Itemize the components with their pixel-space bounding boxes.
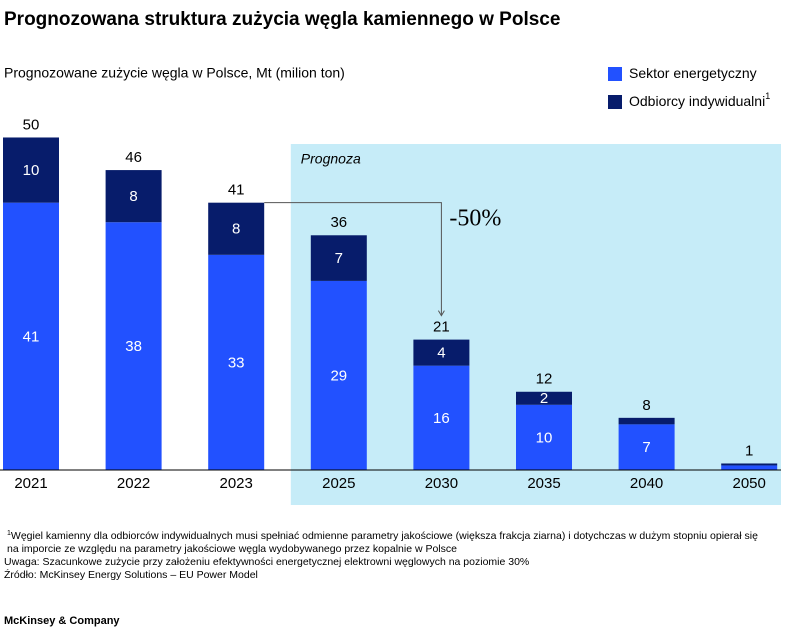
bar-segment — [208, 202, 265, 255]
total-label: 36 — [330, 214, 347, 231]
bar-segment — [721, 465, 778, 470]
bar-segment — [310, 235, 367, 281]
segment-label: 29 — [330, 367, 347, 384]
footnote: na imporcie ze względu na parametry jako… — [7, 543, 457, 555]
segment-label: 33 — [228, 354, 245, 371]
segment-label: 8 — [129, 188, 137, 205]
bar-segment — [413, 339, 470, 366]
total-label: 46 — [125, 149, 142, 166]
bar-segment — [516, 391, 572, 405]
bar-segment — [413, 365, 470, 470]
bar-segment — [618, 424, 675, 470]
legend-label: Sektor energetyczny — [629, 65, 757, 81]
bar-segment — [516, 404, 572, 470]
bar-segment — [105, 170, 162, 223]
total-label: 12 — [536, 371, 553, 388]
legend-note: 1 — [765, 91, 770, 101]
segment-label: 10 — [23, 162, 40, 179]
total-label: 41 — [228, 182, 245, 199]
brand: McKinsey & Company — [4, 615, 120, 627]
footnote: Uwaga: Szacunkowe zużycie przy założeniu… — [4, 556, 529, 568]
footnote-marker: 1 — [7, 530, 11, 537]
total-label: 50 — [23, 116, 40, 133]
footnote-text: Uwaga: Szacunkowe zużycie przy założeniu… — [4, 556, 529, 568]
segment-label: 2 — [540, 390, 548, 407]
bar-segment — [618, 417, 675, 425]
x-tick-label: 2022 — [117, 475, 150, 492]
footnote-text: Źródło: McKinsey Energy Solutions – EU P… — [4, 568, 258, 581]
legend-text: Sektor energetyczny — [629, 65, 757, 81]
chart-title: Prognozowana struktura zużycia węgla kam… — [4, 9, 560, 30]
x-tick-label: 2030 — [425, 475, 458, 492]
bar-segment — [3, 202, 59, 470]
footnote: 1Węgiel kamienny dla odbiorców indywidua… — [7, 530, 758, 542]
segment-label: 41 — [23, 328, 40, 345]
bar-segment — [105, 222, 162, 470]
x-tick-label: 2021 — [14, 475, 47, 492]
segment-label: 7 — [642, 439, 650, 456]
legend-swatch — [608, 95, 622, 109]
bar-segment — [3, 137, 59, 203]
total-label: 8 — [642, 397, 650, 414]
x-tick-label: 2025 — [322, 475, 355, 492]
bar-segment — [721, 463, 778, 466]
footnote: Źródło: McKinsey Energy Solutions – EU P… — [4, 568, 258, 581]
segment-label: 16 — [433, 410, 450, 427]
footnote-text: na imporcie ze względu na parametry jako… — [7, 543, 457, 555]
change-annotation: -50% — [449, 206, 501, 232]
legend-label: Odbiorcy indywidualni1 — [629, 91, 770, 108]
x-tick-label: 2035 — [527, 475, 560, 492]
total-label: 21 — [433, 319, 450, 336]
legend-swatch — [608, 67, 622, 81]
bar-segment — [310, 280, 367, 470]
footnote-text: Węgiel kamienny dla odbiorców indywidual… — [11, 530, 758, 542]
total-label: 1 — [745, 442, 753, 459]
legend-text: Odbiorcy indywidualni — [629, 93, 765, 109]
segment-label: 8 — [232, 221, 240, 238]
segment-label: 7 — [335, 250, 343, 267]
subtitle: Prognozowane zużycie węgla w Polsce, Mt … — [4, 65, 345, 81]
bar-segment — [208, 254, 265, 470]
change-arrow — [264, 202, 442, 316]
arrow-head — [437, 310, 445, 317]
forecast-label: Prognoza — [301, 151, 361, 167]
segment-label: 38 — [125, 338, 142, 355]
segment-label: 4 — [437, 345, 445, 362]
x-tick-label: 2040 — [630, 475, 663, 492]
segment-label: 10 — [536, 429, 553, 446]
x-tick-label: 2023 — [220, 475, 253, 492]
x-tick-label: 2050 — [733, 475, 766, 492]
